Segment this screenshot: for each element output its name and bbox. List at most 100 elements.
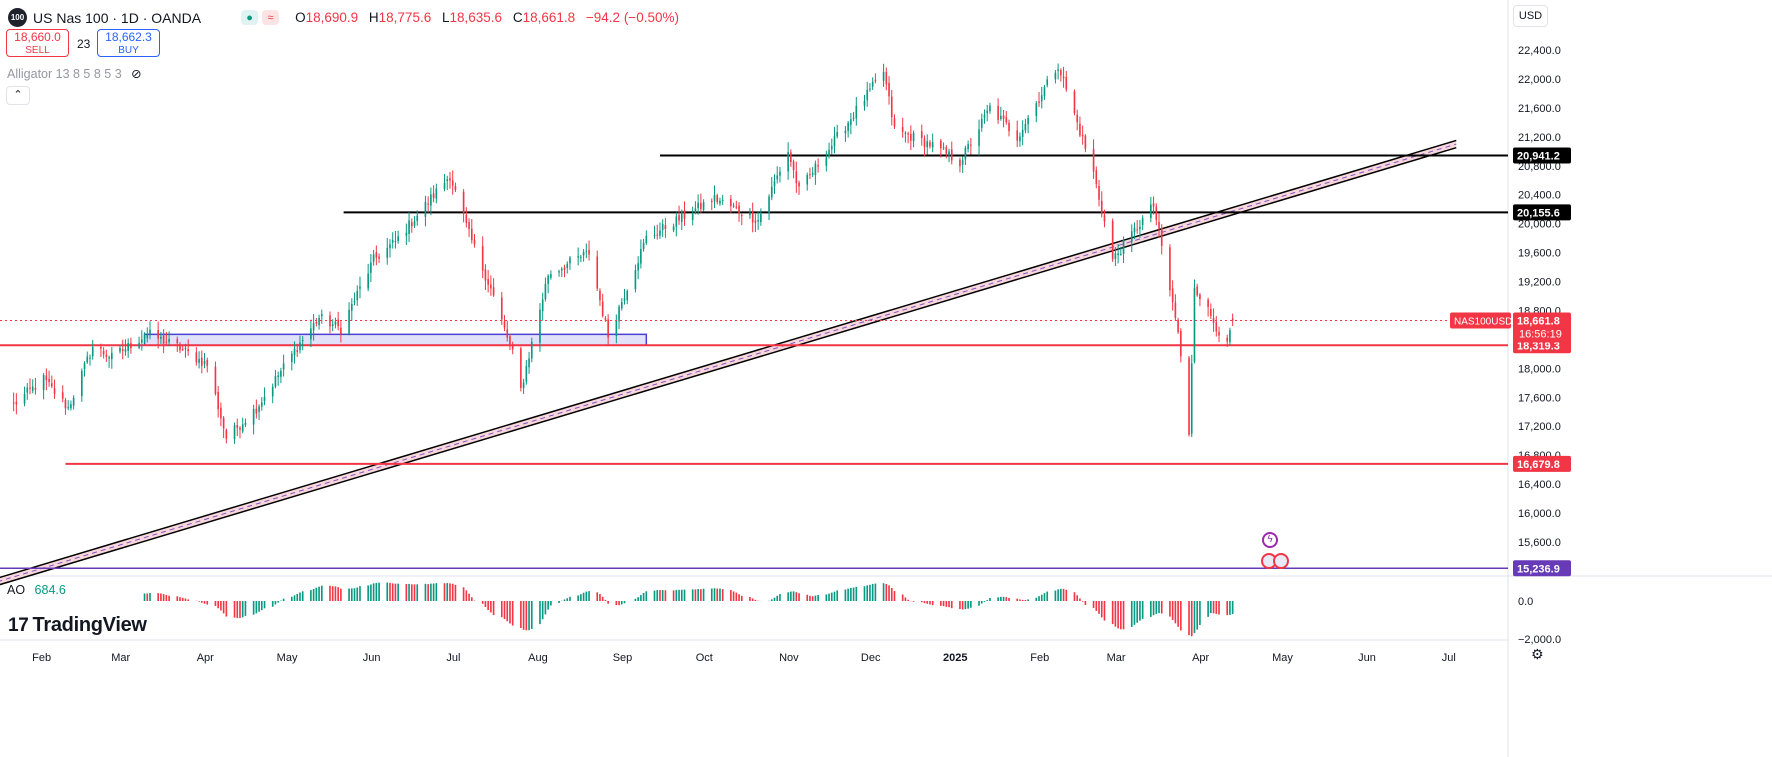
last-price-label-bg: [1513, 312, 1571, 343]
candle-body: [1152, 203, 1155, 207]
candle-body: [522, 382, 525, 389]
buy-button[interactable]: 18,662.3 BUY: [97, 29, 160, 57]
candle-body: [350, 304, 353, 311]
candle-body: [48, 378, 50, 383]
sell-price: 18,660.0: [14, 30, 61, 44]
eye-hidden-icon[interactable]: ⊘: [131, 67, 142, 81]
tradingview-mark-icon: 17: [8, 615, 29, 636]
candle-body: [470, 228, 473, 241]
candle-body: [768, 196, 770, 214]
candle-body: [160, 336, 162, 339]
candle-body: [620, 302, 623, 309]
candle-body: [509, 336, 511, 345]
candle-body: [716, 195, 719, 202]
candle-body: [91, 346, 94, 357]
tradingview-logo[interactable]: 17 TradingView: [8, 614, 147, 637]
event-flag-us-icon-2[interactable]: [1273, 553, 1289, 569]
candle-body: [871, 81, 874, 87]
candle-body: [912, 132, 915, 142]
candle-body: [386, 247, 389, 258]
candle-body: [260, 402, 263, 407]
candle-body: [473, 239, 476, 245]
candle-body: [986, 110, 989, 114]
time-tick-label: 2025: [943, 652, 967, 664]
time-tick-label: Oct: [696, 652, 713, 664]
candle-body: [119, 347, 121, 352]
candle-body: [601, 301, 604, 316]
candle-body: [640, 249, 642, 264]
candle-body: [1019, 136, 1021, 142]
price-tick-label: 19,200.0: [1518, 277, 1561, 289]
tradingview-wordmark: TradingView: [32, 614, 147, 636]
candle-body: [511, 344, 514, 350]
candle-body: [206, 359, 209, 366]
settings-gear-icon[interactable]: ⚙: [1531, 646, 1544, 662]
candle-body: [487, 279, 489, 285]
candle-body: [449, 178, 451, 181]
candle-body: [1169, 247, 1171, 291]
candle-body: [1046, 79, 1049, 86]
candle-body: [222, 417, 225, 429]
price-tick-label: 22,000.0: [1518, 74, 1561, 86]
candle-body: [1139, 226, 1141, 230]
symbol-tag-bg: [1450, 312, 1511, 329]
candle-body: [378, 256, 380, 259]
candle-body: [1027, 117, 1029, 125]
candle-body: [1000, 115, 1002, 119]
candle-body: [760, 214, 762, 223]
candle-body: [443, 182, 446, 189]
collapse-legend-button[interactable]: ⌃: [6, 86, 30, 105]
candle-body: [331, 324, 334, 326]
candle-body: [195, 352, 198, 363]
candle-body: [1062, 76, 1065, 79]
candle-body: [1136, 229, 1139, 231]
candle-body: [263, 396, 266, 402]
candle-body: [64, 400, 67, 409]
candle-body: [1054, 72, 1057, 80]
countdown-label: 16:56:19: [1519, 328, 1562, 340]
candle-body: [757, 220, 759, 222]
candle-body: [220, 407, 222, 419]
candle-body: [1226, 337, 1229, 342]
candle-body: [983, 114, 986, 118]
price-tick-label: 16,400.0: [1518, 479, 1561, 491]
candle-body: [1188, 357, 1190, 435]
event-lightning-icon[interactable]: ϟ: [1262, 532, 1278, 548]
candle-body: [198, 358, 200, 363]
data-delay-icon: ≈: [262, 10, 280, 25]
candle-body: [1111, 220, 1114, 260]
symbol-title[interactable]: US Nas 100 · 1D · OANDA: [33, 9, 202, 26]
candle-body: [1098, 186, 1100, 200]
symbol-logo-icon: 100: [8, 8, 27, 27]
candle-body: [940, 140, 942, 149]
candle-body: [672, 226, 675, 231]
alligator-indicator-legend[interactable]: Alligator 13 8 5 8 5 3 ⊘: [7, 66, 142, 81]
candle-body: [23, 393, 26, 404]
candle-body: [1160, 227, 1163, 246]
candle-body: [683, 210, 686, 219]
candle-body: [310, 328, 312, 340]
candle-body: [430, 194, 432, 206]
candle-body: [432, 193, 435, 199]
currency-selector[interactable]: USD: [1513, 5, 1548, 27]
candle-body: [203, 361, 206, 365]
candle-body: [1117, 253, 1119, 256]
sell-button[interactable]: 18,660.0 SELL: [6, 29, 69, 57]
candle-body: [29, 387, 31, 389]
price-tick-label: 20,400.0: [1518, 190, 1561, 202]
candle-body: [146, 333, 149, 339]
candle-body: [809, 174, 811, 176]
candle-body: [61, 392, 64, 399]
candle-body: [964, 147, 967, 160]
ao-legend[interactable]: AO 684.6: [7, 583, 66, 597]
candle-body: [1021, 129, 1024, 137]
candle-body: [108, 357, 110, 359]
candle-body: [814, 163, 817, 175]
candle-body: [290, 353, 293, 362]
candle-body: [615, 320, 618, 336]
candle-body: [424, 201, 427, 217]
candle-body: [416, 215, 419, 222]
alligator-label: Alligator 13 8 5 8 5 3: [7, 67, 122, 81]
candle-body: [1207, 299, 1209, 307]
